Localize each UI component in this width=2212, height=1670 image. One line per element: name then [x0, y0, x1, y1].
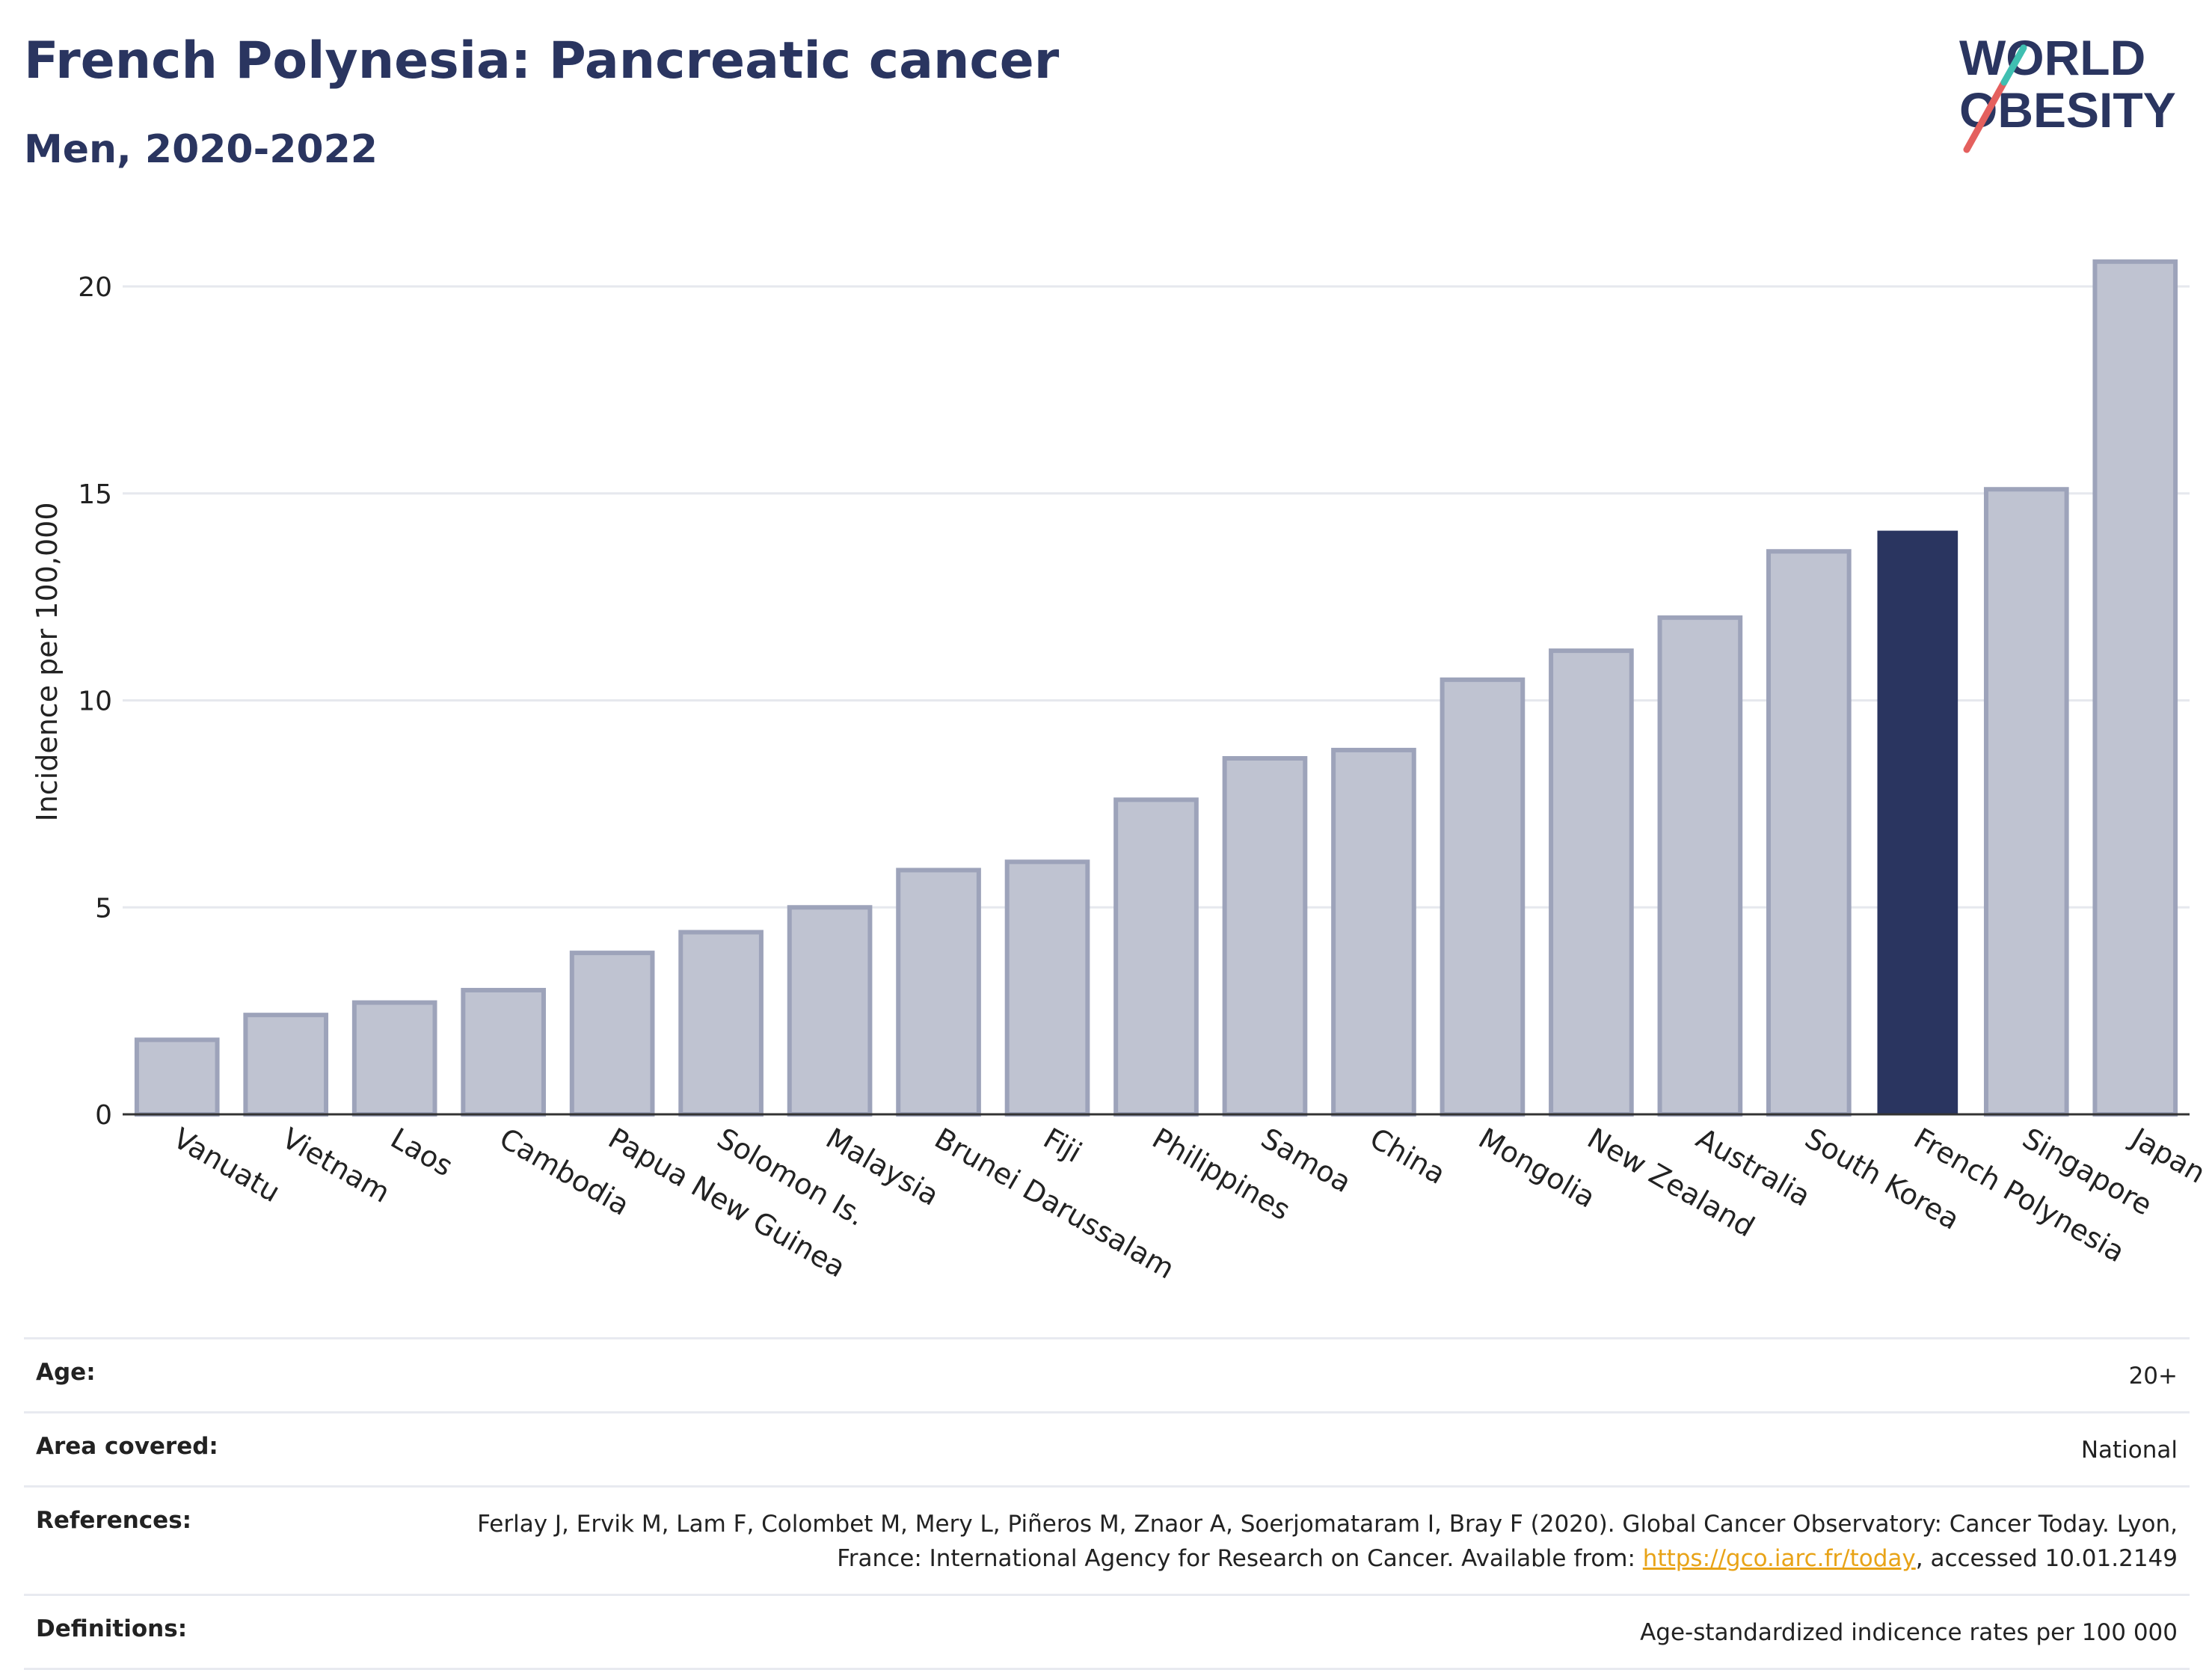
bar [2092, 259, 2178, 1117]
meta-row-definitions: Definitions: Age-standardized indicence … [24, 1594, 2190, 1670]
world-obesity-logo: WORLD OBESITY [1959, 30, 2176, 153]
logo-word-1: WORLD [1959, 30, 2145, 85]
definitions-label: Definitions: [36, 1615, 188, 1642]
y-tick-label: 10 [78, 687, 112, 717]
references-link[interactable]: https://gco.iarc.fr/today [1642, 1545, 1916, 1572]
y-tick-label: 5 [95, 893, 112, 924]
x-tick-label: Vietnam [277, 1122, 396, 1209]
bar [1657, 615, 1743, 1117]
y-tick-label: 20 [78, 272, 112, 303]
y-axis-label: Incidence per 100,000 [31, 502, 64, 821]
x-tick-label: Fiji [1038, 1122, 1087, 1169]
bar [1983, 487, 2069, 1117]
bar [134, 1037, 220, 1117]
area-label: Area covered: [36, 1433, 218, 1460]
bar [569, 951, 655, 1117]
chart-title: French Polynesia: Pancreatic cancer [24, 31, 1060, 90]
x-tick-label: China [1364, 1122, 1451, 1191]
definitions-value: Age-standardized indicence rates per 100… [1640, 1619, 2178, 1646]
bar [678, 930, 764, 1117]
bar [1004, 859, 1090, 1117]
bar-chart: 0 5 10 15 20 Incidence per 100,000 VanuatuViet… [31, 259, 2211, 1286]
y-tick-label: 0 [95, 1100, 112, 1131]
bar [1877, 530, 1958, 1114]
x-tick-label: Mongolia [1473, 1122, 1601, 1215]
age-label: Age: [36, 1359, 96, 1386]
bar [896, 868, 981, 1117]
bar [351, 1000, 437, 1117]
age-value: 20+ [2128, 1363, 2178, 1390]
meta-row-references: References: Ferlay J, Ervik M, Lam F, Co… [24, 1485, 2190, 1594]
bar [461, 987, 546, 1117]
logo-slash-teal [2000, 44, 2027, 86]
bar [243, 1013, 329, 1117]
chart-subtitle: Men, 2020-2022 [24, 127, 378, 172]
area-value: National [2080, 1437, 2178, 1464]
bar [1331, 747, 1416, 1117]
bar [787, 905, 873, 1117]
bar [1113, 797, 1199, 1117]
bar [1549, 648, 1634, 1117]
meta-row-age: Age: 20+ [24, 1337, 2190, 1411]
references-label: References: [36, 1507, 192, 1534]
x-tick-label: Japan [2125, 1121, 2211, 1190]
references-value: Ferlay J, Ervik M, Lam F, Colombet M, Me… [458, 1507, 2178, 1576]
bar [1766, 549, 1852, 1117]
bar [1222, 756, 1308, 1117]
references-suffix: , accessed 10.01.2149 [1915, 1545, 2178, 1572]
y-tick-label: 15 [78, 479, 112, 510]
x-tick-label: Vanuatu [168, 1122, 286, 1209]
references-text: Ferlay J, Ervik M, Lam F, Colombet M, Me… [477, 1511, 2178, 1572]
logo-slash-red [1963, 79, 2008, 153]
x-tick-label: Laos [385, 1122, 458, 1183]
metadata-table: Age: 20+ Area covered: National Referenc… [24, 1337, 2190, 1670]
meta-row-area: Area covered: National [24, 1411, 2190, 1485]
bar [1440, 677, 1526, 1117]
